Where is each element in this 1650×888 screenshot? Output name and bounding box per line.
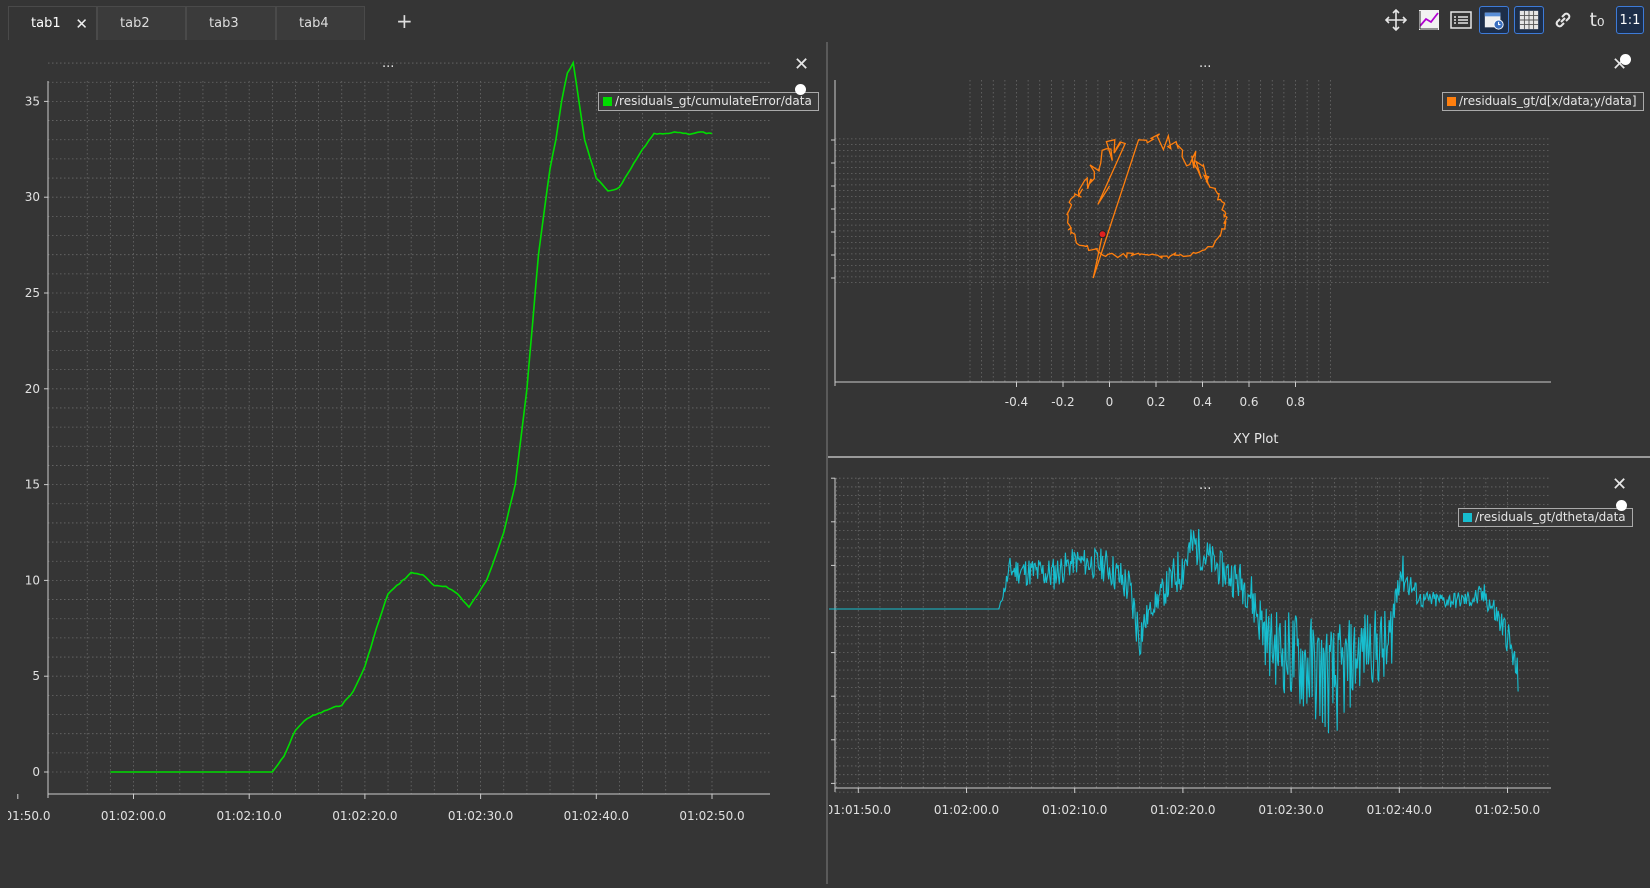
current-point-marker	[1098, 230, 1107, 239]
tab-bar: tab1 ✕ tab2 tab3 tab4 + t₀ 1:1	[0, 0, 1650, 42]
close-plot-icon[interactable]: ✕	[794, 54, 810, 75]
tab-2[interactable]: tab2	[97, 6, 186, 40]
x-tick-label: 0.6	[1239, 395, 1258, 409]
legend-label: /residuals_gt/cumulateError/data	[615, 94, 812, 108]
move-icon[interactable]	[1381, 6, 1411, 34]
cumulate-error-chart[interactable]: 0 5 10 15 20 25 30 35 01:01:50.0 01:02:00.0 01:02:…	[0, 46, 824, 884]
series-line-xy	[1066, 133, 1228, 279]
link-icon[interactable]	[1548, 6, 1578, 34]
x-tick-label: -0.2	[1051, 395, 1074, 409]
legend-label: /residuals_gt/d[x/data;y/data]	[1459, 94, 1637, 108]
tab-label: tab4	[299, 16, 329, 31]
x-tick-label: 01:02:10.0	[217, 809, 282, 823]
x-tick-label: -0.4	[1005, 395, 1028, 409]
plot-dtheta[interactable]: 0.150.10.050-0.05-0.1-0.15-0.201:01:50.0…	[790, 460, 1650, 884]
x-tick-label: 01:02:00.0	[934, 803, 999, 817]
tab-1[interactable]: tab1 ✕	[8, 6, 97, 40]
plot-left[interactable]: 0 5 10 15 20 25 30 35 01:01:50.0 01:02:00.0 01:02:…	[0, 46, 824, 884]
x-tick-label: 0.2	[1146, 395, 1165, 409]
legend-swatch	[603, 96, 612, 106]
x-tick-label: 01:02:30.0	[448, 809, 513, 823]
time-offset-label: t₀	[1589, 9, 1605, 31]
x-tick-label: 01:02:50.0	[679, 809, 744, 823]
y-tick-label: 5	[32, 669, 40, 683]
plot-title-xy: ...	[1199, 56, 1212, 71]
series-line-cumulate-error	[110, 60, 713, 773]
y-tick-label: 25	[25, 286, 40, 300]
calendar-clock-icon[interactable]	[1479, 6, 1509, 34]
x-tick-label: 01:01:50.0	[8, 809, 50, 823]
x-tick-label: 01:02:40.0	[564, 809, 629, 823]
y-tick-label: 35	[25, 94, 40, 108]
ruler-icon[interactable]	[1414, 6, 1444, 34]
time-offset-icon[interactable]: t₀	[1582, 6, 1612, 34]
legend-list-icon[interactable]	[1446, 6, 1476, 34]
x-tick-label: 01:02:20.0	[1150, 803, 1215, 817]
legend-xy[interactable]: /residuals_gt/d[x/data;y/data]	[1442, 92, 1644, 111]
y-tick-label: 15	[25, 478, 40, 492]
one-to-one-label: 1:1	[1619, 12, 1641, 28]
legend-dtheta[interactable]: /residuals_gt/dtheta/data	[1458, 508, 1633, 527]
legend-handle[interactable]	[795, 84, 806, 95]
series-line-dtheta	[820, 528, 1519, 734]
vertical-splitter[interactable]	[826, 42, 828, 884]
tab-4[interactable]: tab4	[276, 6, 365, 40]
legend-swatch	[1463, 512, 1472, 522]
y-tick-label: 20	[25, 382, 40, 396]
x-tick-label: 01:02:10.0	[1042, 803, 1107, 817]
tab-label: tab2	[120, 16, 150, 31]
legend-swatch	[1447, 96, 1456, 106]
x-tick-label: 0	[1106, 395, 1114, 409]
plot-title-dtheta: ...	[1199, 478, 1212, 493]
legend-handle[interactable]	[1620, 54, 1631, 65]
close-plot-icon[interactable]: ✕	[1612, 474, 1628, 495]
grid-icon[interactable]	[1514, 6, 1544, 34]
legend-left[interactable]: /residuals_gt/cumulateError/data	[598, 92, 819, 111]
add-tab-button[interactable]: +	[396, 9, 413, 33]
tab-3[interactable]: tab3	[186, 6, 276, 40]
plot-xy[interactable]: 0.20.10-0.1-0.2-0.3-0.4-0.4-0.200.20.40.…	[798, 46, 1650, 456]
x-tick-label: 01:02:20.0	[332, 809, 397, 823]
tab-label: tab1	[31, 16, 61, 31]
x-tick-label: 01:02:40.0	[1367, 803, 1432, 817]
x-tick-label: 01:02:30.0	[1258, 803, 1323, 817]
x-tick-label: 0.8	[1286, 395, 1305, 409]
legend-label: /residuals_gt/dtheta/data	[1475, 510, 1626, 524]
y-tick-label: 0	[32, 765, 40, 779]
plot-title-left: ...	[382, 56, 395, 71]
x-axis-label: XY Plot	[1233, 432, 1279, 447]
series-segment	[1092, 234, 1104, 279]
horizontal-splitter[interactable]	[828, 456, 1650, 458]
x-tick-label: 01:01:50.0	[829, 803, 891, 817]
close-tab-icon[interactable]: ✕	[75, 15, 88, 33]
x-tick-label: 01:02:00.0	[101, 809, 166, 823]
legend-handle[interactable]	[1616, 500, 1627, 511]
tab-label: tab3	[209, 16, 239, 31]
x-tick-label: 01:02:50.0	[1475, 803, 1540, 817]
x-tick-label: 0.4	[1193, 395, 1212, 409]
y-tick-label: 30	[25, 190, 40, 204]
one-to-one-icon[interactable]: 1:1	[1616, 6, 1644, 34]
y-tick-label: 10	[25, 573, 40, 587]
